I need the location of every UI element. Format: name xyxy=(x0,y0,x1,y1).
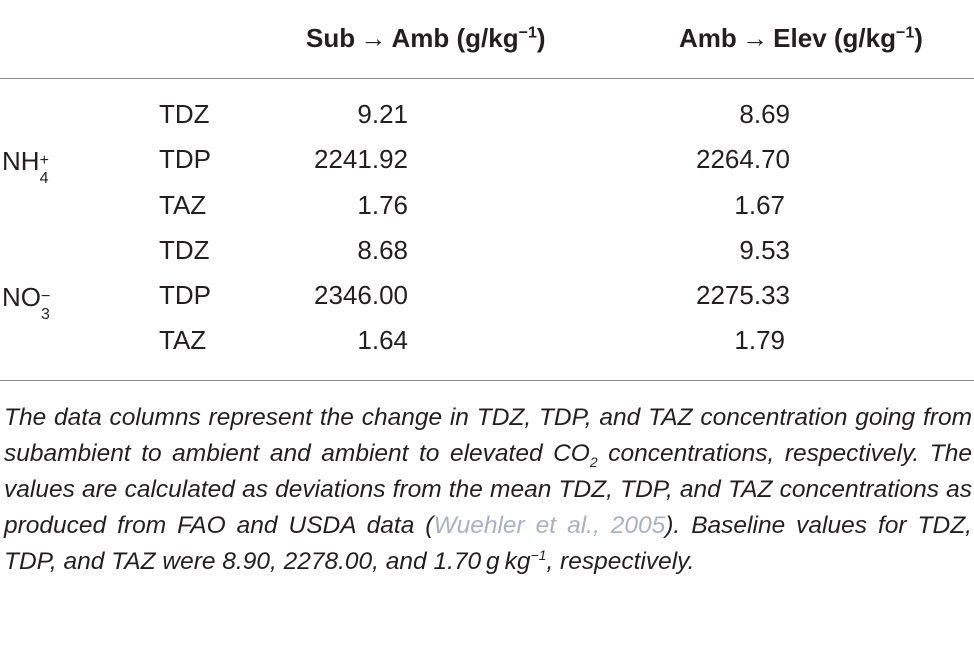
species-scripts: −3 xyxy=(41,288,51,323)
footnote-text: concentrations, respectively. The values… xyxy=(4,440,972,539)
header-text: Sub → Amb (g/kg xyxy=(306,23,519,53)
value-sub-amb: 2241.92 xyxy=(314,144,408,174)
footnote-text: ). Baseline values for TDZ, TDP, and TAZ… xyxy=(4,512,972,575)
value-sub-amb: 2346.00 xyxy=(314,280,408,310)
row-label: TDZ xyxy=(159,99,210,129)
value-amb-elev: 1.79 xyxy=(734,325,785,355)
header-rule xyxy=(0,78,974,79)
species-label-nh4: NH +4 xyxy=(2,144,54,187)
value-sub-amb: 1.64 xyxy=(357,325,408,355)
row-label: TAZ xyxy=(159,325,207,355)
value-amb-elev: 1.67 xyxy=(734,190,785,220)
value-amb-elev: 8.69 xyxy=(739,99,790,129)
species-label-no3: NO −3 xyxy=(2,280,55,323)
footnote-text: , respectively. xyxy=(546,548,695,575)
header-close: ) xyxy=(536,23,546,53)
row-label: TDP xyxy=(159,144,211,174)
row-label: TDZ xyxy=(159,235,210,265)
species-base: NO xyxy=(2,282,41,312)
footnote-text: The data columns represent the change in… xyxy=(4,404,972,467)
value-amb-elev: 9.53 xyxy=(739,235,790,265)
header-close: ) xyxy=(914,23,923,53)
column-header-sub-to-amb: Sub → Amb (g/kg−1) xyxy=(306,18,546,58)
header-exponent: −1 xyxy=(896,24,915,42)
species-scripts: +4 xyxy=(39,152,49,187)
species-base: NH xyxy=(2,146,40,176)
table-footnote: The data columns represent the change in… xyxy=(4,400,972,580)
value-sub-amb: 1.76 xyxy=(357,190,408,220)
header-text: Amb → Elev (g/kg xyxy=(679,23,897,53)
row-label: TDP xyxy=(159,280,211,310)
table-bottom-rule xyxy=(0,380,974,381)
value-amb-elev: 2275.33 xyxy=(696,280,790,310)
unit-exponent: −1 xyxy=(530,546,547,563)
header-exponent: −1 xyxy=(518,24,537,42)
citation-link[interactable]: Wuehler et al., 2005 xyxy=(433,512,666,539)
value-amb-elev: 2264.70 xyxy=(696,144,790,174)
value-sub-amb: 8.68 xyxy=(357,235,408,265)
value-sub-amb: 9.21 xyxy=(357,99,408,129)
row-label: TAZ xyxy=(159,190,207,220)
co2-subscript: 2 xyxy=(589,453,598,470)
column-header-amb-to-elev: Amb → Elev (g/kg−1) xyxy=(679,18,923,58)
